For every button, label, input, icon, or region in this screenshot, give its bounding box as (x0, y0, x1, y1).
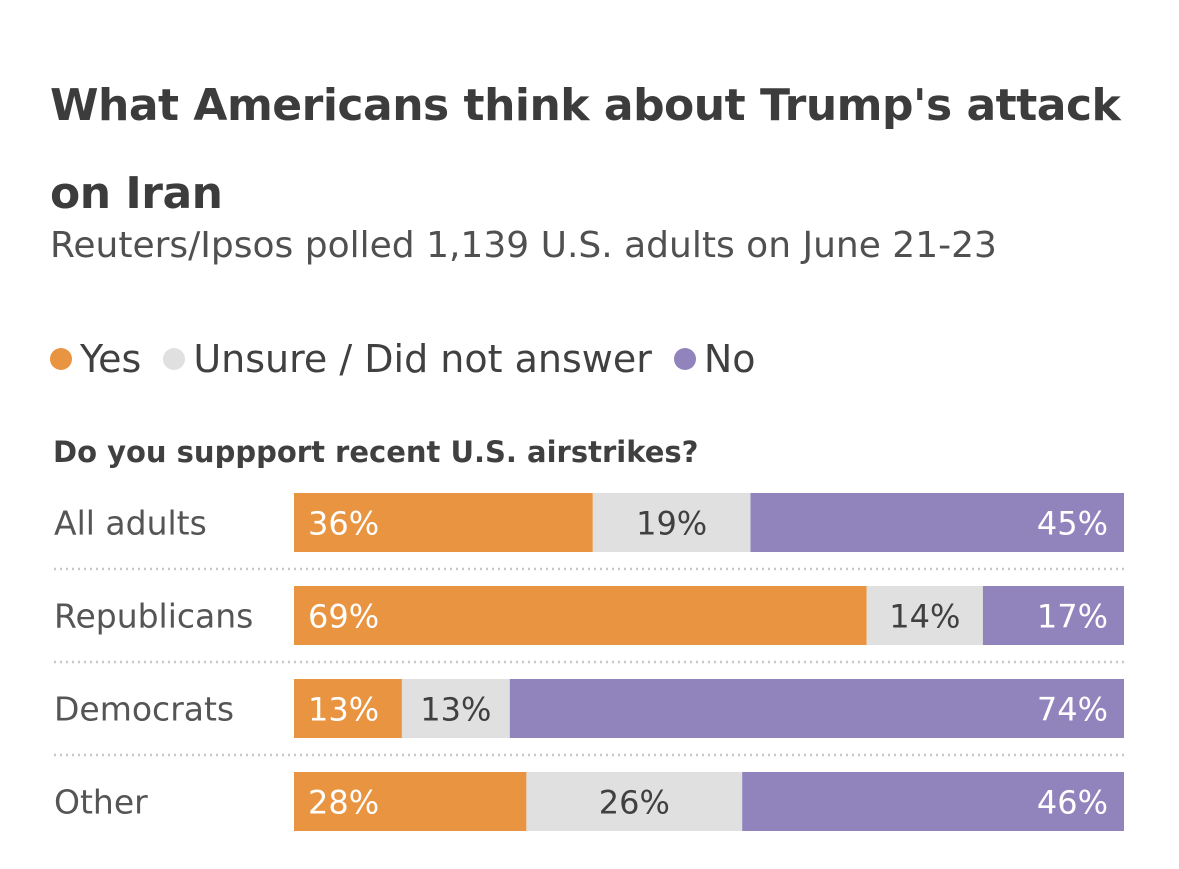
data-label-democrats-yes: 13% (308, 691, 379, 729)
bar-other-yes (294, 772, 527, 831)
bar-other-unsure-did-not-answer (526, 772, 743, 831)
bar-all-adults-unsure-did-not-answer (592, 493, 751, 552)
bar-democrats-yes (294, 679, 402, 738)
legend-swatch-no (673, 348, 696, 370)
data-label-all-adults-no: 45% (1037, 505, 1108, 543)
data-label-other-yes: 28% (308, 784, 379, 822)
legend-label-unsure: Unsure / Did not answer (193, 337, 652, 381)
data-label-other-unsure-did-not-answer: 26% (599, 784, 670, 822)
data-label-democrats-unsure-did-not-answer: 13% (420, 691, 491, 729)
bar-all-adults-no (750, 493, 1124, 552)
bar-democrats-unsure-did-not-answer (401, 679, 510, 738)
chart-question: Do you suppport recent U.S. airstrikes? (53, 435, 699, 469)
data-label-republicans-unsure-did-not-answer: 14% (889, 598, 960, 636)
data-label-all-adults-unsure-did-not-answer: 19% (636, 505, 707, 543)
legend-item-yes: Yes (50, 334, 141, 384)
legend-item-no: No (673, 334, 756, 384)
category-label-democrats: Democrats (54, 690, 234, 729)
legend: Yes Unsure / Did not answer No (50, 334, 778, 384)
data-label-republicans-yes: 69% (308, 598, 379, 636)
legend-item-unsure: Unsure / Did not answer (163, 334, 652, 384)
data-label-republicans-no: 17% (1037, 598, 1108, 636)
chart-title: What Americans think about Trump's attac… (50, 80, 1121, 219)
data-label-other-no: 46% (1037, 784, 1108, 822)
chart-subtitle: Reuters/Ipsos polled 1,139 U.S. adults o… (50, 225, 997, 266)
bar-democrats-no (509, 679, 1124, 738)
category-label-other: Other (54, 783, 148, 822)
bar-republicans-unsure-did-not-answer (866, 586, 983, 645)
data-label-democrats-no: 74% (1037, 691, 1108, 729)
legend-label-yes: Yes (80, 337, 142, 381)
category-label-republicans: Republicans (54, 597, 253, 636)
bar-republicans-yes (294, 586, 867, 645)
category-label-all-adults: All adults (54, 504, 207, 543)
legend-swatch-unsure (163, 348, 186, 370)
legend-swatch-yes (50, 348, 72, 370)
legend-label-no: No (703, 337, 756, 381)
bar-republicans-no (982, 586, 1124, 645)
data-label-all-adults-yes: 36% (308, 505, 379, 543)
bar-other-no (742, 772, 1124, 831)
bar-all-adults-yes (294, 493, 593, 552)
